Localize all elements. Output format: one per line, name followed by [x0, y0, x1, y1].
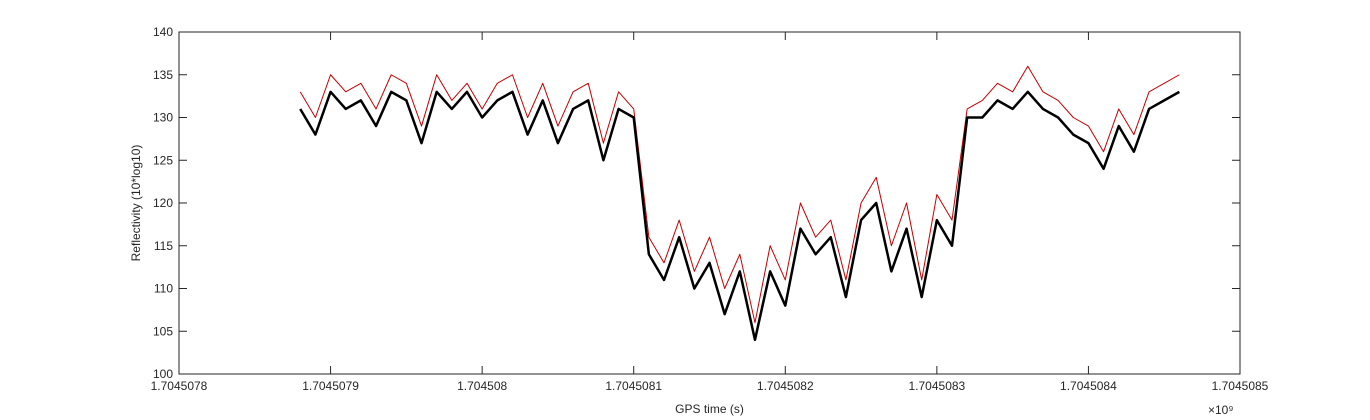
x-tick-label: 1.704508	[457, 379, 507, 393]
x-tick-label: 1.7045078	[151, 379, 208, 393]
y-tick-label: 140	[153, 25, 173, 39]
x-tick-label: 1.7045079	[302, 379, 359, 393]
series-line	[299, 65, 1180, 324]
x-axis-label: GPS time (s)	[675, 402, 744, 416]
y-tick-label: 105	[153, 324, 173, 338]
plot-area	[178, 31, 1241, 375]
x-tick-label: 1.7045085	[1212, 379, 1269, 393]
x-multiplier: ×10⁹	[1208, 403, 1234, 417]
series-line	[299, 90, 1180, 342]
y-tick-label: 130	[153, 111, 173, 125]
x-tick-label: 1.7045083	[908, 379, 965, 393]
x-tick-label: 1.7045084	[1060, 379, 1117, 393]
x-tick-label: 1.7045081	[605, 379, 662, 393]
y-tick-label: 120	[153, 196, 173, 210]
y-tick-label: 135	[153, 68, 173, 82]
y-axis-label: Reflectivity (10*log10)	[129, 145, 143, 262]
x-tick-label: 1.7045082	[757, 379, 814, 393]
y-tick-label: 100	[153, 367, 173, 381]
y-tick-label: 115	[154, 239, 173, 253]
y-tick-label: 110	[154, 282, 173, 296]
y-tick-label: 125	[153, 153, 173, 167]
